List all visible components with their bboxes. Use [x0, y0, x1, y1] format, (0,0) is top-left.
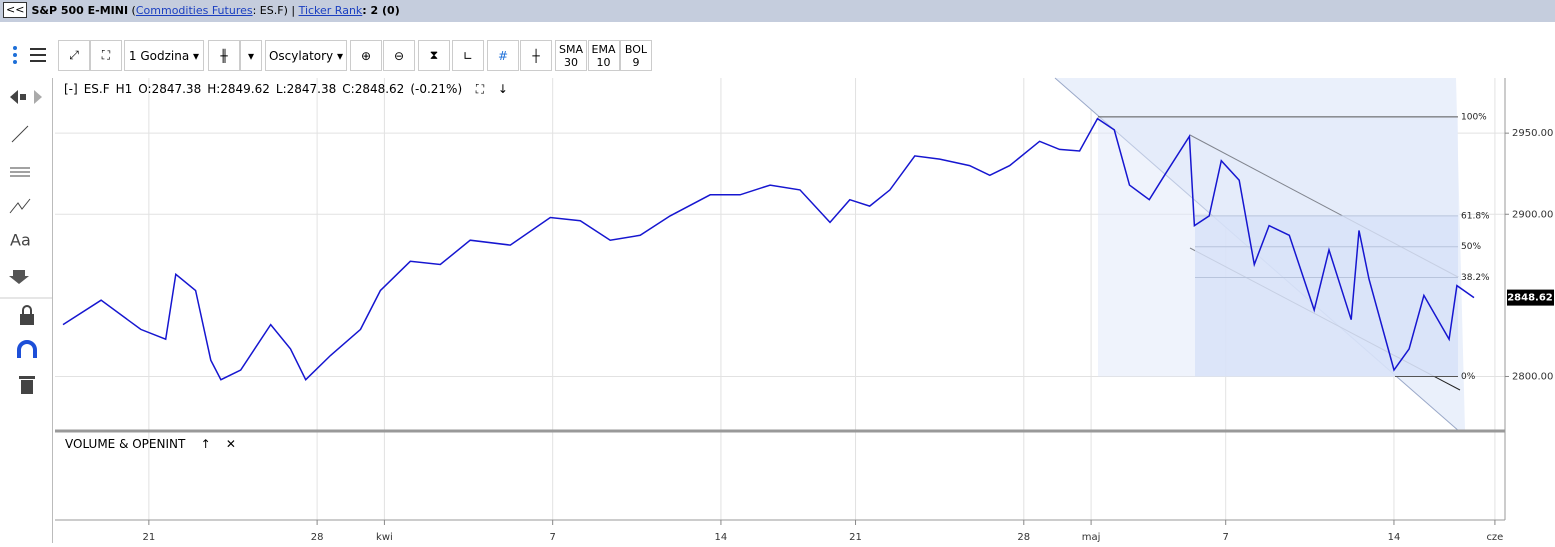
sidebar: Aa: [0, 78, 53, 543]
magnet-icon[interactable]: [17, 340, 37, 358]
header-plain: : ES.F) |: [252, 4, 299, 17]
fib-label: 61.8%: [1461, 211, 1490, 221]
change: (-0.21%): [410, 82, 463, 96]
fullscreen-button[interactable]: ⛶: [90, 40, 122, 71]
header-link[interactable]: Ticker Rank: [298, 4, 363, 17]
indicator-name: SMA: [559, 42, 583, 56]
close[interactable]: ✕: [225, 437, 236, 451]
indicator-button[interactable]: BOL 9: [620, 40, 652, 71]
fib-label: 50%: [1461, 242, 1481, 252]
y-tick-label: 2800.00: [1512, 371, 1553, 382]
fib-label: 100%: [1461, 112, 1487, 122]
menu-icons[interactable]: [8, 44, 52, 68]
header-plain: (: [128, 4, 136, 17]
indicator-value: 30: [564, 55, 578, 69]
sidebar-icons: Aa: [0, 90, 52, 394]
oscillators-label: Oscylatory: [268, 48, 334, 63]
x-tick-label: 21: [849, 532, 862, 543]
x-tick-label: 28: [311, 532, 324, 543]
volume-pane-title: VOLUME & OPENINT ↑ ✕: [65, 437, 236, 451]
x-tick-label: cze: [1486, 532, 1503, 543]
marker-tool[interactable]: [9, 270, 29, 284]
indicator-name: BOL: [624, 42, 648, 56]
header: << S&P 500 E-MINI (Commodities Futures: E…: [0, 0, 1555, 22]
open: O:2847.38: [138, 82, 202, 96]
down-icon[interactable]: ↓: [497, 82, 508, 96]
header-bold: S&P 500 E-MINI: [31, 4, 129, 17]
price-line: [62, 117, 1475, 381]
last-price-tag: [1507, 289, 1554, 306]
close: C:2848.62: [342, 82, 405, 96]
x-tick-label: 7: [1223, 532, 1229, 543]
fib-label: 38.2%: [1461, 273, 1490, 283]
x-tick-label: 14: [1388, 532, 1401, 543]
indicator-value: 10: [596, 55, 611, 69]
x-tick-label: 7: [549, 532, 555, 543]
fib-label: 0%: [1461, 372, 1476, 382]
move-up[interactable]: ↑: [200, 437, 211, 451]
line-tool[interactable]: [11, 125, 29, 143]
x-tick-label: maj: [1082, 532, 1101, 543]
x-tick-label: 21: [142, 532, 155, 543]
x-tick-label: 14: [715, 532, 728, 543]
header-bold: : 2 (0): [362, 4, 400, 17]
interval-dropdown[interactable]: 1 Godzina ▾: [124, 40, 204, 71]
chart-type-button[interactable]: ╫: [208, 40, 240, 71]
x-tick-label: 28: [1017, 532, 1030, 543]
zoom-out-button[interactable]: ⊖: [383, 40, 415, 71]
back-button[interactable]: <<: [3, 2, 28, 18]
crosshair-button[interactable]: ┼: [520, 40, 552, 71]
text-tool[interactable]: Aa: [10, 231, 31, 250]
hline-tool[interactable]: [10, 167, 30, 177]
chart-type-arrow[interactable]: ▾: [240, 40, 262, 71]
indicator-value: 9: [632, 55, 640, 69]
fit-button[interactable]: ⤢: [58, 40, 90, 71]
legend: [-] ES.F H1 O:2847.38 H:2849.62 L:2847.38 C:28…: [64, 82, 514, 97]
lock-shackle: [22, 305, 32, 314]
range-button[interactable]: ⧗: [418, 40, 450, 71]
lock-icon[interactable]: [20, 314, 34, 325]
undo-icon[interactable]: [10, 90, 26, 104]
interval: H1: [115, 82, 133, 96]
symbol: ES.F: [83, 82, 110, 96]
low: L:2847.38: [275, 82, 337, 96]
x-tick-label: kwi: [376, 532, 393, 543]
header-link[interactable]: Commodities Futures: [135, 4, 253, 17]
indicator-button[interactable]: SMA 30: [555, 40, 587, 71]
volume-title: VOLUME & OPENINT: [65, 437, 186, 451]
redo-icon[interactable]: [34, 90, 42, 104]
indicator-button[interactable]: EMA 10: [587, 40, 620, 71]
interval-label: 1 Godzina: [128, 48, 190, 63]
y-tick-label: 2900.00: [1512, 209, 1553, 220]
grid-button[interactable]: #: [487, 40, 519, 71]
collapse[interactable]: [-]: [64, 82, 78, 96]
oscillators-dropdown[interactable]: Oscylatory ▾: [265, 40, 347, 71]
last-price-label: 2848.62: [1507, 293, 1553, 304]
y-tick-label: 2950.00: [1512, 128, 1553, 139]
trash-lid: [19, 376, 35, 379]
fib-tool[interactable]: [9, 198, 31, 214]
zoom-in-button[interactable]: ⊕: [350, 40, 382, 71]
expand-icon[interactable]: ⛶: [468, 82, 492, 96]
axis-button[interactable]: ∟: [452, 40, 484, 71]
trash-icon[interactable]: [21, 380, 33, 394]
indicator-name: EMA: [591, 42, 616, 56]
high: H:2849.62: [207, 82, 270, 96]
